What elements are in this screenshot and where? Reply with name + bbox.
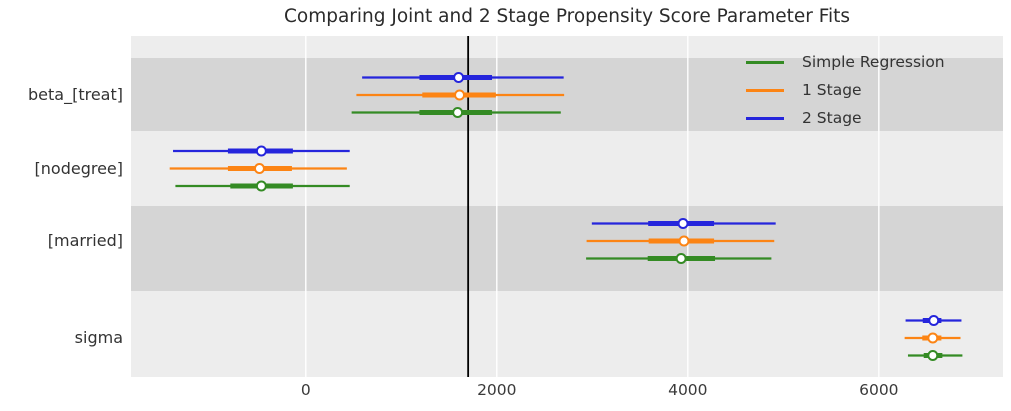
forest-row-nodegree-2-stage bbox=[173, 145, 350, 157]
legend-item-label: 1 Stage bbox=[802, 81, 862, 99]
forest-row-married-1-stage bbox=[586, 235, 775, 247]
legend-line-icon bbox=[746, 116, 784, 120]
forest-row-sigma-simple-regression bbox=[907, 350, 963, 361]
forest-row-nodegree-simple-regression bbox=[175, 180, 350, 192]
legend: Simple Regression 1 Stage 2 Stage bbox=[746, 48, 945, 132]
forest-row-married-simple-regression bbox=[586, 253, 772, 264]
median-marker bbox=[678, 235, 690, 247]
y-tick-label-beta-treat: beta_[treat] bbox=[28, 85, 123, 104]
median-marker bbox=[677, 218, 689, 229]
chart-title: Comparing Joint and 2 Stage Propensity S… bbox=[283, 6, 851, 27]
median-marker bbox=[255, 145, 267, 157]
legend-item-simple-regression: Simple Regression bbox=[746, 48, 945, 76]
legend-item-label: Simple Regression bbox=[802, 53, 945, 71]
forest-row-sigma-2-stage bbox=[905, 315, 962, 326]
background-band bbox=[131, 206, 1003, 291]
legend-line-icon bbox=[746, 60, 784, 64]
x-tick-label-4000: 4000 bbox=[668, 381, 708, 399]
legend-item-1-stage: 1 Stage bbox=[746, 76, 945, 104]
x-tick-label-2000: 2000 bbox=[477, 381, 517, 399]
x-tick-label-6000: 6000 bbox=[859, 381, 899, 399]
median-marker bbox=[255, 180, 267, 192]
median-marker bbox=[452, 107, 464, 118]
median-marker bbox=[927, 332, 939, 344]
median-marker bbox=[454, 89, 466, 101]
forest-row-married-2-stage bbox=[591, 218, 776, 229]
median-marker bbox=[675, 253, 687, 264]
median-marker bbox=[253, 163, 265, 174]
legend-item-label: 2 Stage bbox=[802, 109, 862, 127]
median-marker bbox=[928, 315, 940, 326]
background-band bbox=[131, 58, 1003, 131]
forest-row-beta-treat-simple-regression bbox=[351, 107, 561, 118]
legend-item-2-stage: 2 Stage bbox=[746, 104, 945, 132]
forest-row-beta-treat-1-stage bbox=[356, 89, 565, 101]
x-tick-label-0: 0 bbox=[300, 381, 311, 399]
y-tick-label-nodegree: [nodegree] bbox=[34, 158, 123, 178]
y-tick-label-sigma: sigma bbox=[74, 328, 123, 347]
median-marker bbox=[927, 350, 939, 361]
forest-row-sigma-1-stage bbox=[904, 332, 961, 344]
forest-row-beta-treat-2-stage bbox=[362, 72, 564, 83]
y-tick-label-married: [married] bbox=[47, 231, 123, 250]
legend-line-icon bbox=[746, 88, 784, 92]
median-marker bbox=[453, 72, 465, 83]
forest-row-nodegree-1-stage bbox=[169, 163, 347, 174]
